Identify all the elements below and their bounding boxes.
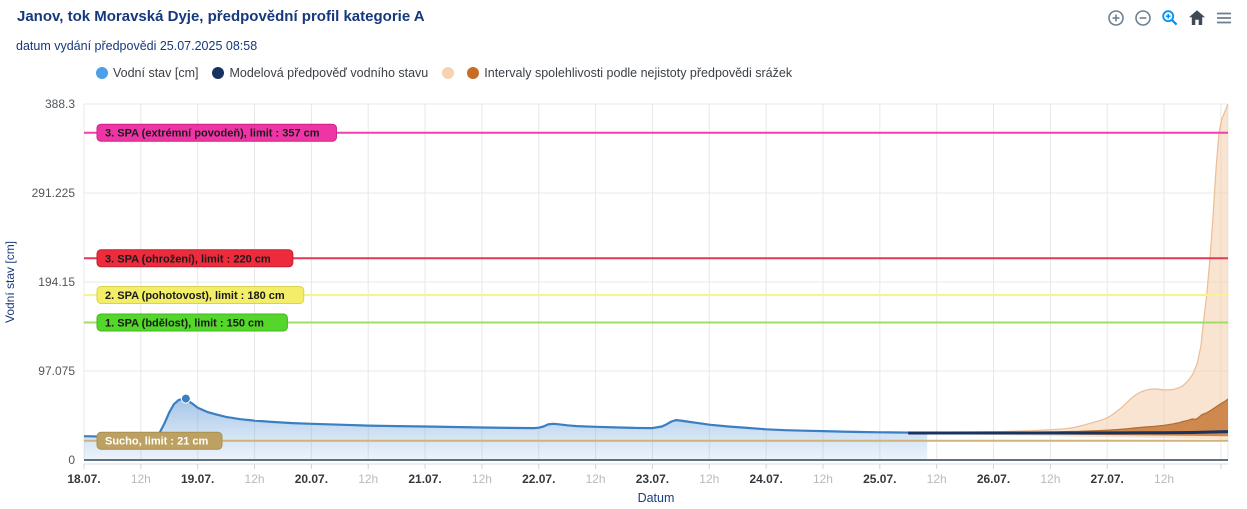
outer-interval-band bbox=[908, 104, 1228, 440]
x-tick-label: 25.07. bbox=[863, 472, 896, 486]
annotation-label: Sucho, limit : 21 cm bbox=[105, 436, 209, 448]
annotation-label-box bbox=[96, 249, 294, 268]
legend-item-0[interactable]: Vodní stav [cm] bbox=[96, 66, 198, 80]
x-tick-label: 12h bbox=[586, 472, 606, 486]
x-tick-label: 12h bbox=[358, 472, 378, 486]
x-tick-label: 12h bbox=[131, 472, 151, 486]
annotation-1: 3. SPA (ohrožení), limit : 220 cm bbox=[84, 249, 1228, 268]
annotation-label: 3. SPA (ohrožení), limit : 220 cm bbox=[105, 253, 271, 265]
x-tick-label: 12h bbox=[245, 472, 265, 486]
legend-item-1[interactable]: Modelová předpověď vodního stavu bbox=[212, 66, 428, 80]
x-tick-label: 12h bbox=[1040, 472, 1060, 486]
legend-label: Modelová předpověď vodního stavu bbox=[229, 66, 429, 80]
zoom-out-icon[interactable] bbox=[1133, 8, 1152, 27]
inner-interval-band-edge bbox=[908, 398, 1228, 434]
observed-line bbox=[84, 397, 928, 439]
gridlines bbox=[83, 103, 1229, 461]
annotation-label: 1. SPA (bdělost), limit : 150 cm bbox=[105, 317, 264, 329]
y-tick-label: 97.075 bbox=[38, 364, 75, 378]
x-axis: 18.07. 12h 19.07. 12h 20.07. 12h 21.07. 12h 22.0… bbox=[67, 459, 1228, 486]
x-tick-label: 24.07. bbox=[749, 472, 782, 486]
chart-toolbar bbox=[1106, 8, 1233, 27]
selection-zoom-icon[interactable] bbox=[1160, 8, 1179, 27]
chart-area: 3. SPA (extrémní povodeň), limit : 357 c… bbox=[0, 95, 1247, 509]
zoom-in-icon[interactable] bbox=[1106, 8, 1125, 27]
legend-item-2[interactable]: Intervaly spolehlivosti podle nejistoty … bbox=[442, 66, 792, 80]
series-layer bbox=[84, 104, 1228, 460]
x-tick-label: 12h bbox=[1154, 472, 1174, 486]
forecast-line bbox=[908, 430, 1228, 435]
legend-marker bbox=[442, 67, 455, 79]
page-title: Janov, tok Moravská Dyje, předpovědní pr… bbox=[17, 8, 425, 25]
annotation-label-box bbox=[96, 431, 223, 450]
annotation-label-box bbox=[96, 313, 288, 332]
issue-date: datum vydání předpovědi 25.07.2025 08:58 bbox=[16, 39, 258, 53]
x-tick-label: 19.07. bbox=[181, 472, 214, 486]
home-icon[interactable] bbox=[1187, 8, 1206, 27]
annotation-label-box bbox=[96, 123, 337, 142]
annotation-label-box bbox=[96, 285, 305, 304]
y-tick-label: 194.15 bbox=[38, 275, 75, 289]
chart-legend: Vodní stav [cm] Modelová předpověď vodníh… bbox=[96, 66, 792, 80]
observed-area bbox=[84, 398, 928, 460]
annotation-0: 3. SPA (extrémní povodeň), limit : 357 c… bbox=[84, 123, 1228, 142]
x-tick-label: 20.07. bbox=[295, 472, 328, 486]
x-tick-label: 12h bbox=[699, 472, 719, 486]
annotation-3: 1. SPA (bdělost), limit : 150 cm bbox=[84, 313, 1228, 332]
x-tick-label: 22.07. bbox=[522, 472, 555, 486]
annotation-4: Sucho, limit : 21 cm bbox=[84, 431, 1228, 450]
x-axis-title: Datum bbox=[638, 491, 675, 505]
menu-icon[interactable] bbox=[1214, 8, 1233, 27]
x-tick-label: 18.07. bbox=[67, 472, 100, 486]
y-tick-label: 291.225 bbox=[32, 186, 76, 200]
x-tick-label: 23.07. bbox=[636, 472, 669, 486]
x-tick-label: 27.07. bbox=[1091, 472, 1124, 486]
x-tick-label: 12h bbox=[813, 472, 833, 486]
legend-marker bbox=[467, 67, 480, 79]
annotation-2: 2. SPA (pohotovost), limit : 180 cm bbox=[84, 285, 1228, 304]
legend-marker bbox=[96, 67, 108, 79]
annotation-label: 2. SPA (pohotovost), limit : 180 cm bbox=[105, 290, 285, 302]
x-tick-label: 21.07. bbox=[408, 472, 441, 486]
y-tick-label: 388.3 bbox=[45, 97, 75, 111]
legend-label: Vodní stav [cm] bbox=[113, 66, 199, 80]
legend-marker bbox=[212, 67, 225, 79]
y-axis-title: Vodní stav [cm] bbox=[3, 241, 17, 323]
water-level-chart[interactable]: 3. SPA (extrémní povodeň), limit : 357 c… bbox=[0, 95, 1247, 509]
y-tick-label: 0 bbox=[68, 453, 75, 467]
x-tick-label: 12h bbox=[927, 472, 947, 486]
outer-interval-band-edge bbox=[908, 104, 1228, 434]
x-tick-label: 26.07. bbox=[977, 472, 1010, 486]
x-tick-label: 12h bbox=[472, 472, 492, 486]
legend-label: Intervaly spolehlivosti podle nejistoty … bbox=[484, 66, 793, 80]
y-axis: 0 97.075 194.15 291.225 388.3 bbox=[32, 97, 76, 467]
annotation-label: 3. SPA (extrémní povodeň), limit : 357 c… bbox=[105, 128, 320, 140]
peak-marker[interactable] bbox=[180, 393, 191, 404]
